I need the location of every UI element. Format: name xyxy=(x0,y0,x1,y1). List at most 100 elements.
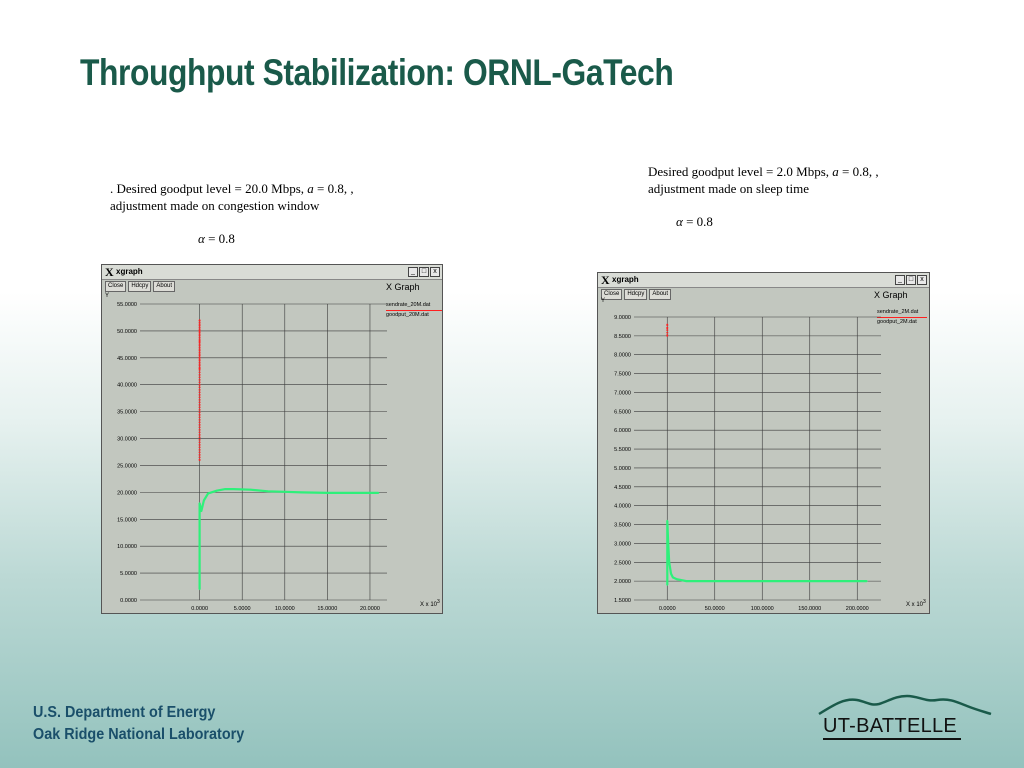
left-alpha: α = 0.8 xyxy=(198,231,235,247)
legend-item-goodput: goodput_20M.dat xyxy=(386,312,429,318)
data-point xyxy=(326,492,329,494)
y-tick-label: 6.0000 xyxy=(614,428,631,434)
data-point xyxy=(672,576,674,579)
x-axis-unit-text: X x 10 xyxy=(420,602,438,608)
x-axis-unit: X x 103 xyxy=(420,599,440,608)
data-point xyxy=(198,330,201,332)
x-tick-label: 200.0000 xyxy=(846,606,869,612)
data-point xyxy=(818,580,821,583)
left-caption-a: a xyxy=(307,181,314,196)
plot-area: 0.0000 5.0000 10.0000 15.0000 20.0000 25.0000… xyxy=(117,302,387,612)
graph-label: X Graph xyxy=(386,282,420,292)
y-tick-label: 0.0000 xyxy=(120,598,137,604)
data-point xyxy=(249,488,252,491)
data-point xyxy=(300,491,303,494)
window-controls: _ □ x xyxy=(408,267,440,277)
y-tick-label: 5.0000 xyxy=(614,466,631,472)
data-point xyxy=(207,492,210,495)
plot-area: 1.5000 2.0000 2.5000 3.0000 3.5000 4.0000 4.50… xyxy=(614,315,881,612)
data-point xyxy=(666,584,669,586)
y-tick-label: 4.0000 xyxy=(614,504,631,510)
window-controls: _ □ x xyxy=(895,275,927,285)
window-title: xgraph xyxy=(116,267,143,276)
data-point xyxy=(198,319,201,322)
about-button[interactable]: About xyxy=(649,289,672,300)
window-titlebar[interactable]: X xgraph _ □ x xyxy=(102,265,442,280)
data-point xyxy=(198,459,201,461)
x-tick-label: 15.0000 xyxy=(317,606,337,612)
data-point xyxy=(780,580,783,583)
x-tick-label: 150.0000 xyxy=(798,606,821,612)
left-caption-text: . Desired goodput level = 20.0 Mbps, xyxy=(110,181,308,196)
series-line-goodput xyxy=(666,520,867,585)
left-caption: . Desired goodput level = 20.0 Mbps, a =… xyxy=(110,180,354,214)
data-point xyxy=(668,561,671,564)
close-button[interactable]: Close xyxy=(601,289,623,300)
y-tick-label: 15.0000 xyxy=(117,517,137,523)
x-tick-label: 100.0000 xyxy=(751,606,774,612)
data-point xyxy=(200,510,203,513)
close-icon[interactable]: x xyxy=(430,267,440,277)
logo-text: UT-BATTELLE xyxy=(823,715,962,740)
toolbar: Close Hdcpy About xyxy=(601,289,672,300)
x-tick-label: 0.0000 xyxy=(191,606,208,612)
legend-item-goodput: goodput_2M.dat xyxy=(877,319,917,325)
maximize-icon[interactable]: □ xyxy=(419,267,429,277)
slide-title: Throughput Stabilization: ORNL-GaTech xyxy=(80,52,674,93)
y-tick-label: 5.0000 xyxy=(120,571,137,577)
data-point xyxy=(232,488,235,491)
x-logo-icon: X xyxy=(105,265,114,279)
y-tick-label: 30.0000 xyxy=(117,437,137,443)
footer-doe: U.S. Department of Energy xyxy=(33,704,216,721)
window-titlebar[interactable]: X xgraph _ □ x xyxy=(598,273,929,288)
data-point xyxy=(224,488,227,491)
data-point xyxy=(704,580,707,583)
left-caption-line1: . Desired goodput level = 20.0 Mbps, a =… xyxy=(110,180,354,197)
right-alpha-value: = 0.8 xyxy=(686,214,713,229)
y-tick-label: 7.0000 xyxy=(614,390,631,396)
minimize-icon[interactable]: _ xyxy=(408,267,418,277)
data-point xyxy=(198,340,201,343)
y-tick-label: 45.0000 xyxy=(117,356,137,362)
y-tick-label: 55.0000 xyxy=(117,302,137,308)
xgraph-window-left[interactable]: X xgraph _ □ x Close Hdcpy About Y X Gra… xyxy=(101,264,443,614)
about-button[interactable]: About xyxy=(153,281,176,292)
data-point xyxy=(198,367,201,370)
y-tick-label: 50.0000 xyxy=(117,329,137,335)
data-point xyxy=(742,580,745,583)
right-caption-line1: Desired goodput level = 2.0 Mbps, a = 0.… xyxy=(648,163,879,180)
y-tick-label: 5.5000 xyxy=(614,447,631,453)
close-icon[interactable]: x xyxy=(917,275,927,285)
data-point xyxy=(670,572,672,575)
x-axis-unit-exp: 3 xyxy=(923,599,926,605)
y-tick-label: 8.5000 xyxy=(614,334,631,340)
hdcpy-button[interactable]: Hdcpy xyxy=(624,289,648,300)
y-tick-label: 2.0000 xyxy=(614,579,631,585)
close-button[interactable]: Close xyxy=(105,281,127,292)
left-alpha-symbol: α xyxy=(198,231,205,246)
x-axis-unit: X x 103 xyxy=(906,599,926,608)
x-tick-label: 50.0000 xyxy=(705,606,725,612)
data-point xyxy=(666,519,669,522)
data-point xyxy=(198,502,201,505)
data-point xyxy=(667,542,670,545)
graph-label: X Graph xyxy=(874,290,908,300)
series-line-goodput xyxy=(198,488,379,590)
x-axis-unit-text: X x 10 xyxy=(906,602,924,608)
y-tick-label: 8.0000 xyxy=(614,353,631,359)
minimize-icon[interactable]: _ xyxy=(895,275,905,285)
maximize-icon[interactable]: □ xyxy=(906,275,916,285)
legend: sendrate_2M.dat goodput_2M.dat xyxy=(877,308,927,327)
y-tick-label: 25.0000 xyxy=(117,463,137,469)
legend: sendrate_20M.dat goodput_20M.dat xyxy=(386,301,442,320)
left-caption-line2: adjustment made on congestion window xyxy=(110,198,320,213)
data-point xyxy=(266,490,269,493)
y-axis-label: Y xyxy=(105,293,110,299)
hdcpy-button[interactable]: Hdcpy xyxy=(128,281,152,292)
data-point xyxy=(202,499,205,502)
data-point xyxy=(666,327,669,330)
legend-item-sendrate: sendrate_2M.dat xyxy=(877,308,927,318)
x-logo-icon: X xyxy=(601,273,610,287)
right-caption-a: a xyxy=(832,164,839,179)
xgraph-window-right[interactable]: X xgraph _ □ x Close Hdcpy About Y X Gra… xyxy=(597,272,930,614)
